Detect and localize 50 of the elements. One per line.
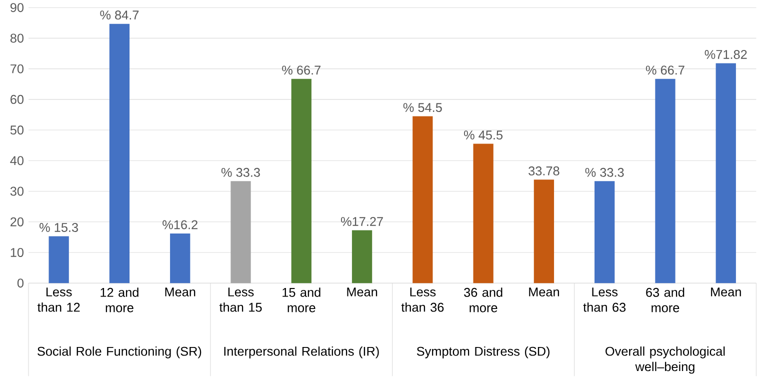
text: Symptom Distress (SD) [416,346,550,358]
bar [352,230,372,284]
bar [109,24,130,284]
data-label: % 15.3 [40,222,78,232]
y-tick-label: 70 [10,64,24,74]
x-tick-label: Less than 15 [219,288,262,312]
bar [473,144,494,284]
text: Social Role Functioning (SR) [38,346,202,358]
y-tick-label: 40 [10,156,24,166]
x-tick-label: Mean [165,288,196,296]
x-tick-label: Less than 12 [38,288,80,312]
bar [655,78,676,284]
x-tick-label: Less than 36 [401,288,444,312]
x-tick-label: 12 and more [100,288,138,312]
bar [48,236,69,284]
data-label: % 66.7 [646,66,684,75]
data-label: % 33.3 [585,168,624,177]
data-label: 33.78 [528,166,560,176]
bar [534,180,554,284]
data-label: % 66.7 [282,66,320,75]
bar [291,78,312,284]
data-label: %71.82 [704,50,747,59]
data-label: %17.27 [340,217,383,226]
x-tick-label: 15 and more [282,288,320,312]
bar [170,233,190,284]
text: Interpersonal Relations (IR) [224,346,379,358]
x-tick-label: Mean [711,288,741,296]
x-tick-label: Mean [529,288,560,296]
y-tick-label: 0 [17,278,24,288]
bar [716,63,736,284]
data-label: % 54.5 [403,103,442,112]
bar [412,116,433,284]
y-tick-label: 30 [10,186,24,196]
bar [594,181,615,284]
data-label: % 84.7 [100,10,139,20]
y-tick-label: 20 [10,217,24,226]
y-tick-label: 90 [10,3,24,12]
x-tick-label: Less than 63 [583,288,626,312]
x-tick-label: Mean [347,288,378,296]
y-tick-label: 60 [10,94,24,104]
text: Overall psychological well–being [606,346,725,374]
data-label: %16.2 [162,220,198,230]
bar [230,181,251,284]
data-label: % 45.5 [464,130,503,140]
x-tick-label: 36 and more [464,288,502,312]
x-tick-label: 63 and more [646,288,684,312]
y-tick-label: 10 [10,248,24,257]
y-tick-label: 50 [10,126,24,135]
data-label: % 33.3 [221,168,260,177]
y-tick-label: 80 [10,34,24,43]
